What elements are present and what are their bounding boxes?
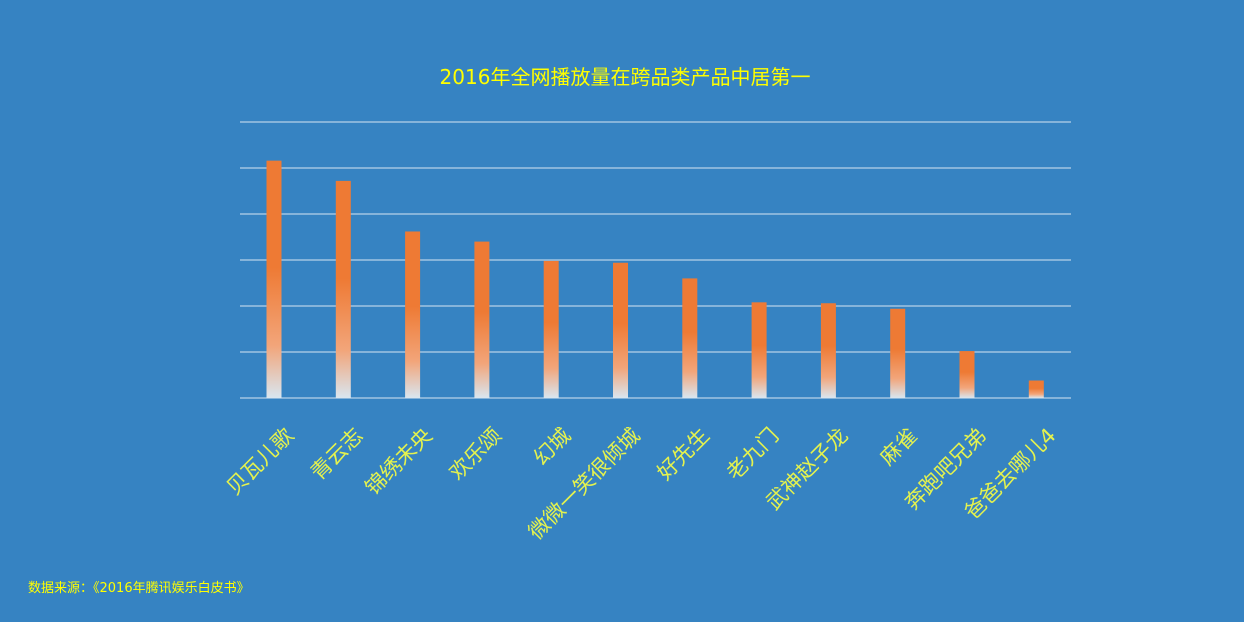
bar-0	[266, 160, 282, 398]
x-tick-label-3: 欢乐颂	[445, 423, 507, 485]
bar-1	[335, 180, 351, 398]
data-source-note: 数据来源：《2016年腾讯娱乐白皮书》	[28, 581, 250, 596]
bar-10	[959, 351, 975, 398]
bar-7	[751, 302, 767, 398]
bar-9	[890, 308, 906, 398]
x-tick-label-9: 麻雀	[875, 423, 922, 470]
x-tick-label-2: 锦绣未央	[361, 423, 437, 499]
chart-title: 2016年全网播放量在跨品类产品中居第一	[440, 65, 811, 89]
bar-3	[474, 241, 490, 398]
x-tick-label-1: 青云志	[306, 423, 368, 485]
gridlines	[240, 121, 1071, 399]
bar-2	[405, 231, 421, 398]
bar-4	[543, 260, 559, 398]
bar-6	[682, 278, 698, 398]
bar-8	[820, 303, 836, 398]
x-tick-label-7: 老九门	[722, 423, 784, 485]
x-tick-label-6: 好先生	[653, 423, 715, 485]
bar-11	[1028, 380, 1044, 398]
x-tick-label-4: 幻城	[529, 423, 576, 470]
x-tick-label-0: 贝瓦儿歌	[222, 423, 298, 499]
bar-5	[613, 262, 628, 398]
bars	[266, 160, 1044, 398]
